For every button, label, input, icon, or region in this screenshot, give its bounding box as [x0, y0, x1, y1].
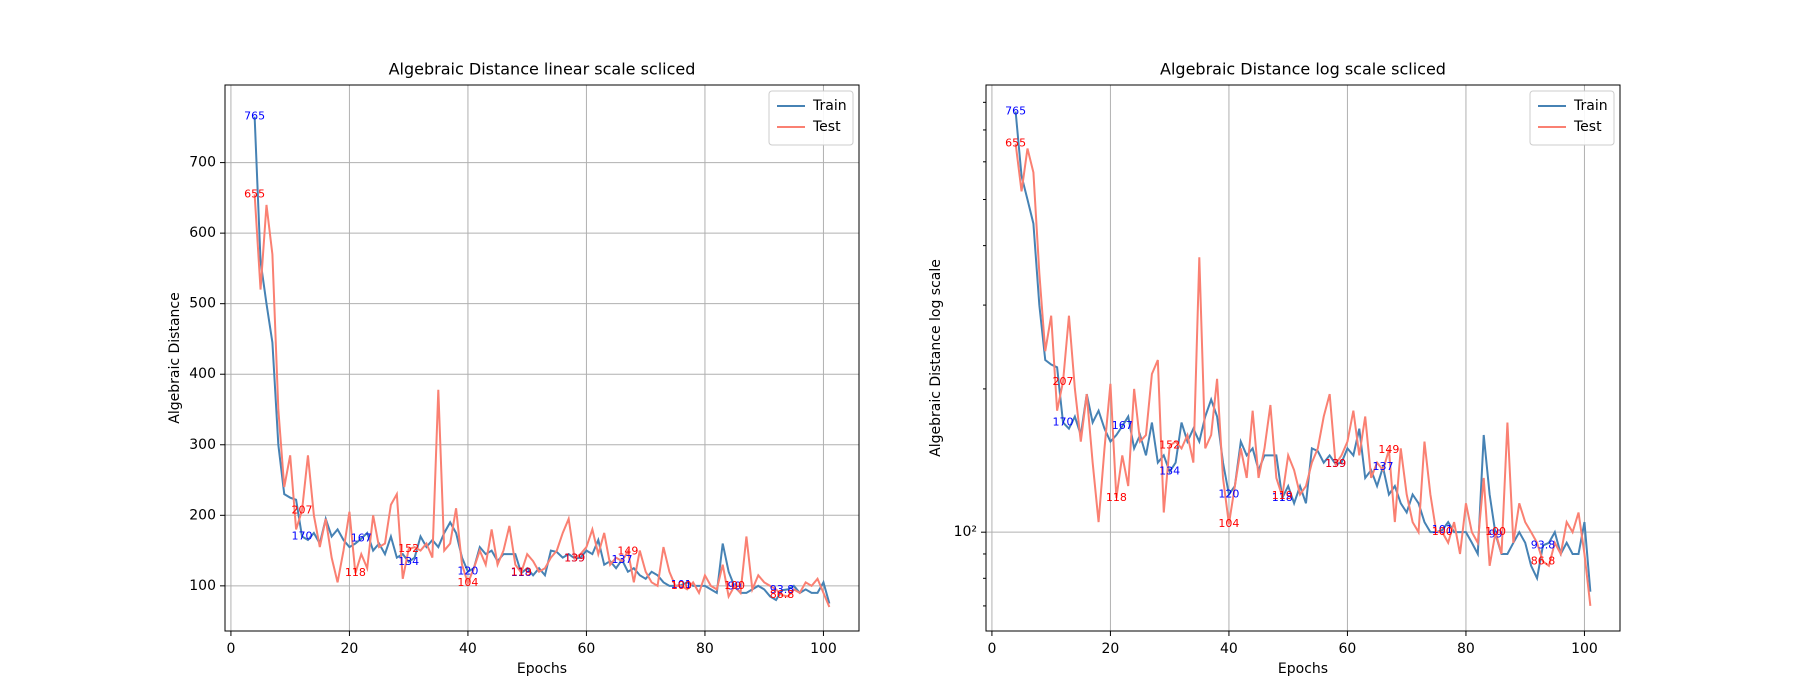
data-label: 118: [345, 566, 366, 579]
data-label: 152: [398, 542, 419, 555]
y-tick-label: 700: [189, 155, 216, 171]
x-axis-label: Epochs: [1278, 661, 1328, 677]
y-tick-label: 400: [189, 366, 216, 382]
data-label: 139: [1325, 457, 1346, 470]
data-label: 120: [1218, 487, 1239, 500]
data-label: 134: [398, 555, 419, 568]
data-label: 104: [457, 576, 478, 589]
data-label: 655: [244, 187, 265, 200]
data-label: 167: [1112, 419, 1133, 432]
y-tick-label: 10²: [954, 524, 977, 540]
x-tick-label: 0: [226, 641, 235, 657]
data-label: 86.8: [1531, 554, 1556, 567]
data-label: 118: [1272, 491, 1293, 504]
x-tick-label: 20: [341, 641, 359, 657]
data-label: 207: [1053, 375, 1074, 388]
chart-title: Algebraic Distance linear scale scliced: [389, 60, 696, 79]
data-label: 100: [724, 579, 745, 592]
data-label: 139: [564, 551, 585, 564]
x-tick-label: 40: [459, 641, 477, 657]
data-label: 765: [244, 110, 265, 123]
data-label: 655: [1005, 137, 1026, 150]
data-label: 765: [1005, 105, 1026, 118]
y-axis-label: Algebraic Distance: [167, 292, 183, 423]
data-label: 170: [1053, 415, 1074, 428]
y-tick-label: 500: [189, 296, 216, 312]
data-label: 170: [292, 529, 313, 542]
y-axis-label: Algebraic Distance log scale: [928, 259, 944, 457]
y-tick-label: 600: [189, 225, 216, 241]
data-label: 118: [511, 566, 532, 579]
x-tick-label: 0: [987, 641, 996, 657]
series-line: [253, 194, 831, 608]
data-label: 137: [611, 553, 632, 566]
series-line: [1014, 111, 1592, 592]
chart-title: Algebraic Distance log scale scliced: [1160, 60, 1446, 79]
x-axis-label: Epochs: [517, 661, 567, 677]
legend-label: Train: [812, 98, 847, 114]
data-label: 149: [1378, 443, 1399, 456]
legend-label: Test: [812, 119, 841, 135]
data-label: 100: [671, 579, 692, 592]
y-tick-label: 300: [189, 437, 216, 453]
data-label: 207: [292, 503, 313, 516]
data-label: 86.8: [770, 588, 795, 601]
x-tick-label: 100: [810, 641, 837, 657]
data-label: 119: [1272, 489, 1293, 502]
x-tick-label: 80: [1457, 641, 1475, 657]
series-line: [253, 116, 831, 604]
data-label: 134: [1159, 465, 1180, 478]
data-label: 100: [1432, 525, 1453, 538]
plot-frame: [985, 84, 1621, 632]
y-tick-label: 200: [189, 507, 216, 523]
data-label: 119: [511, 565, 532, 578]
series-line: [1014, 143, 1592, 607]
legend-label: Test: [1573, 119, 1602, 135]
legend-label: Train: [1573, 98, 1608, 114]
data-label: 167: [351, 532, 372, 545]
legend-box: [768, 90, 854, 146]
data-label: 93.8: [1531, 538, 1556, 551]
data-label: 152: [1159, 439, 1180, 452]
data-label: 101: [671, 578, 692, 591]
x-tick-label: 60: [1339, 641, 1357, 657]
x-tick-label: 40: [1220, 641, 1238, 657]
y-tick-label: 100: [189, 578, 216, 594]
data-label: 104: [1218, 517, 1239, 530]
plot-frame: [224, 84, 860, 632]
data-label: 120: [457, 565, 478, 578]
data-label: 93.8: [770, 583, 795, 596]
data-label: 139: [1325, 457, 1346, 470]
x-tick-label: 100: [1571, 641, 1598, 657]
data-label: 99: [728, 580, 742, 593]
data-label: 139: [564, 551, 585, 564]
x-tick-label: 20: [1102, 641, 1120, 657]
legend-box: [1529, 90, 1615, 146]
data-label: 137: [1372, 460, 1393, 473]
data-label: 149: [617, 544, 638, 557]
data-label: 101: [1432, 523, 1453, 536]
data-label: 118: [1106, 491, 1127, 504]
data-label: 99: [1489, 527, 1503, 540]
data-label: 100: [1485, 525, 1506, 538]
x-tick-label: 80: [696, 641, 714, 657]
x-tick-label: 60: [578, 641, 596, 657]
